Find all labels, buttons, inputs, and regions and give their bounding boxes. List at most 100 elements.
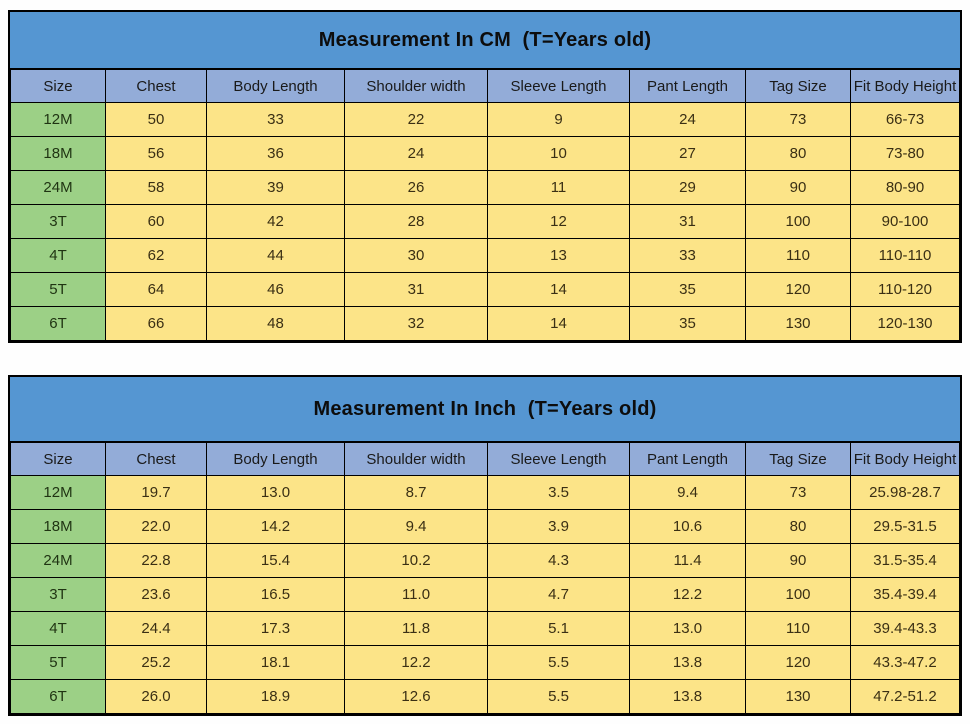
value-cell: 62 [105,238,207,273]
value-cell: 66-73 [850,102,960,137]
value-cell: 110-120 [850,272,960,307]
value-cell: 14 [487,306,630,341]
table-row: 4T 62 44 30 13 33 110 110-110 [10,238,960,273]
column-header: Size [10,442,106,476]
value-cell: 10.2 [344,543,488,578]
value-cell: 22.0 [105,509,207,544]
value-cell: 12.2 [344,645,488,680]
value-cell: 31 [629,204,746,239]
value-cell: 90 [745,543,851,578]
value-cell: 50 [105,102,207,137]
size-cell: 6T [10,306,106,341]
size-cell: 18M [10,136,106,171]
value-cell: 11.0 [344,577,488,612]
table-row: 4T 24.4 17.3 11.8 5.1 13.0 110 39.4-43.3 [10,611,960,646]
value-cell: 18.9 [206,679,345,714]
value-cell: 73 [745,475,851,510]
value-cell: 120 [745,645,851,680]
inch-header-row: Size Chest Body Length Shoulder width Sleeve… [10,442,960,476]
table-row: 12M 19.7 13.0 8.7 3.5 9.4 73 25.98-28.7 [10,475,960,510]
value-cell: 35.4-39.4 [850,577,960,612]
value-cell: 4.3 [487,543,630,578]
value-cell: 73 [745,102,851,137]
value-cell: 30 [344,238,488,273]
value-cell: 36 [206,136,345,171]
value-cell: 130 [745,679,851,714]
value-cell: 11.8 [344,611,488,646]
value-cell: 110 [745,611,851,646]
value-cell: 130 [745,306,851,341]
value-cell: 12.6 [344,679,488,714]
size-cell: 3T [10,204,106,239]
value-cell: 23.6 [105,577,207,612]
value-cell: 10 [487,136,630,171]
value-cell: 8.7 [344,475,488,510]
table-row: 6T 66 48 32 14 35 130 120-130 [10,306,960,341]
value-cell: 100 [745,577,851,612]
value-cell: 60 [105,204,207,239]
size-cell: 4T [10,611,106,646]
size-cell: 4T [10,238,106,273]
table-row: 5T 64 46 31 14 35 120 110-120 [10,272,960,307]
inch-table-title: Measurement In Inch (T=Years old) [10,377,960,442]
value-cell: 16.5 [206,577,345,612]
value-cell: 90-100 [850,204,960,239]
value-cell: 66 [105,306,207,341]
inch-table: Size Chest Body Length Shoulder width Sleeve… [10,442,960,714]
cm-header-row: Size Chest Body Length Shoulder width Sleeve… [10,69,960,103]
column-header: Sleeve Length [487,69,630,103]
column-header: Tag Size [745,442,851,476]
value-cell: 28 [344,204,488,239]
size-cell: 12M [10,102,106,137]
value-cell: 56 [105,136,207,171]
value-cell: 31.5-35.4 [850,543,960,578]
value-cell: 46 [206,272,345,307]
value-cell: 9 [487,102,630,137]
column-header: Size [10,69,106,103]
value-cell: 13.8 [629,679,746,714]
value-cell: 110-110 [850,238,960,273]
size-cell: 5T [10,645,106,680]
table-row: 5T 25.2 18.1 12.2 5.5 13.8 120 43.3-47.2 [10,645,960,680]
size-cell: 12M [10,475,106,510]
table-row: 24M 58 39 26 11 29 90 80-90 [10,170,960,205]
column-header: Body Length [206,442,345,476]
column-header: Fit Body Height [850,442,960,476]
value-cell: 17.3 [206,611,345,646]
value-cell: 11 [487,170,630,205]
value-cell: 14.2 [206,509,345,544]
value-cell: 35 [629,272,746,307]
value-cell: 39.4-43.3 [850,611,960,646]
size-cell: 5T [10,272,106,307]
table-row: 24M 22.8 15.4 10.2 4.3 11.4 90 31.5-35.4 [10,543,960,578]
value-cell: 26.0 [105,679,207,714]
value-cell: 43.3-47.2 [850,645,960,680]
value-cell: 9.4 [344,509,488,544]
value-cell: 47.2-51.2 [850,679,960,714]
value-cell: 80 [745,136,851,171]
value-cell: 26 [344,170,488,205]
inch-measurement-table: Measurement In Inch (T=Years old) Size Ch… [8,375,962,716]
table-row: 3T 60 42 28 12 31 100 90-100 [10,204,960,239]
table-row: 12M 50 33 22 9 24 73 66-73 [10,102,960,137]
column-header: Pant Length [629,69,746,103]
value-cell: 39 [206,170,345,205]
column-header: Fit Body Height [850,69,960,103]
column-header: Shoulder width [344,69,488,103]
value-cell: 35 [629,306,746,341]
value-cell: 5.5 [487,645,630,680]
table-row: 18M 56 36 24 10 27 80 73-80 [10,136,960,171]
value-cell: 14 [487,272,630,307]
value-cell: 64 [105,272,207,307]
value-cell: 31 [344,272,488,307]
value-cell: 22 [344,102,488,137]
value-cell: 32 [344,306,488,341]
value-cell: 19.7 [105,475,207,510]
value-cell: 3.5 [487,475,630,510]
value-cell: 18.1 [206,645,345,680]
value-cell: 25.98-28.7 [850,475,960,510]
value-cell: 22.8 [105,543,207,578]
value-cell: 29 [629,170,746,205]
value-cell: 42 [206,204,345,239]
value-cell: 100 [745,204,851,239]
